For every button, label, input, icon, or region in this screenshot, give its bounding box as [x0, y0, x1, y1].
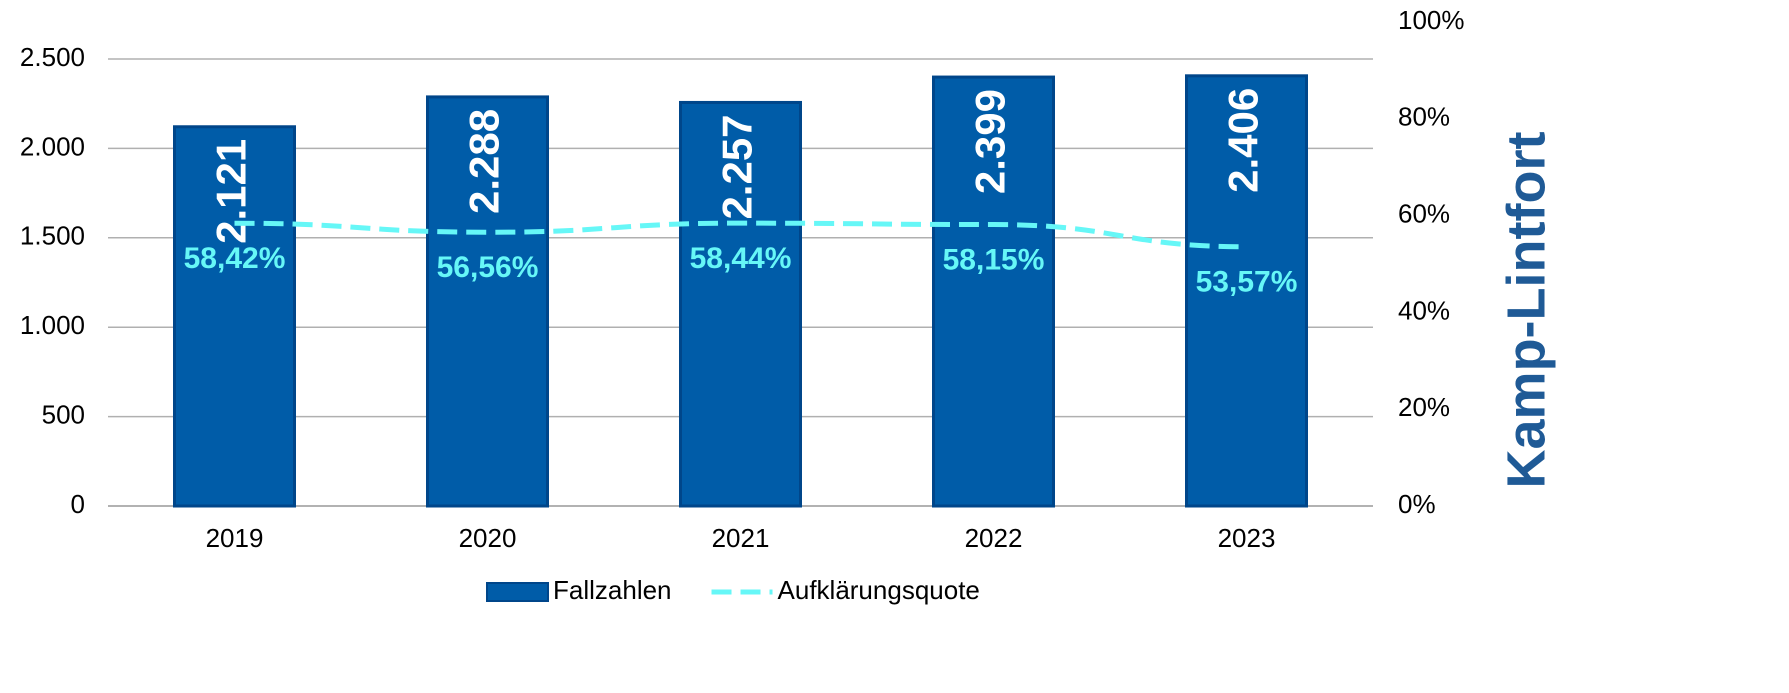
legend-swatch: [486, 582, 549, 602]
y-tick-label: 1.000: [20, 310, 85, 340]
line: [234, 220, 1247, 250]
legend-label: Fallzahlen: [553, 575, 672, 605]
bar: [426, 95, 549, 508]
y-tick-label: 2.500: [20, 42, 85, 72]
line-value-label: 53,57%: [1196, 266, 1298, 299]
y2-tick-label: 60%: [1398, 198, 1450, 228]
bar-value-label: 2.406: [1220, 88, 1267, 193]
x-tick-label: 2022: [965, 523, 1023, 553]
y2-tick-label: 100%: [1398, 5, 1465, 35]
x-tick-label: 2021: [712, 523, 770, 553]
y2-tick-label: 0%: [1398, 489, 1436, 519]
y2-tick-label: 20%: [1398, 392, 1450, 422]
line-value-label: 58,42%: [184, 242, 286, 275]
y-tick-label: 2.000: [20, 131, 85, 161]
chart-title: Kamp-Lintfort: [1496, 132, 1556, 489]
bar: [932, 75, 1055, 508]
bar-value-label: 2.257: [714, 114, 761, 219]
x-tick-label: 2019: [206, 523, 264, 553]
bar: [1185, 74, 1308, 508]
bar: [679, 100, 802, 508]
x-tick-label: 2023: [1218, 523, 1276, 553]
y-tick-label: 500: [42, 399, 85, 429]
bar-value-label: 2.288: [461, 109, 508, 214]
y2-tick-label: 40%: [1398, 295, 1450, 325]
bar: [173, 125, 296, 508]
line-value-label: 58,15%: [943, 243, 1045, 276]
legend-label: Aufklärungsquote: [778, 575, 980, 605]
y-tick-label: 0: [71, 489, 85, 519]
y-tick-label: 1.500: [20, 221, 85, 251]
line-value-label: 58,44%: [690, 242, 792, 275]
x-tick-label: 2020: [459, 523, 517, 553]
line-value-label: 56,56%: [437, 251, 539, 284]
y2-tick-label: 80%: [1398, 102, 1450, 132]
bar-value-label: 2.399: [967, 89, 1014, 194]
bar-value-label: 2.121: [208, 139, 255, 244]
